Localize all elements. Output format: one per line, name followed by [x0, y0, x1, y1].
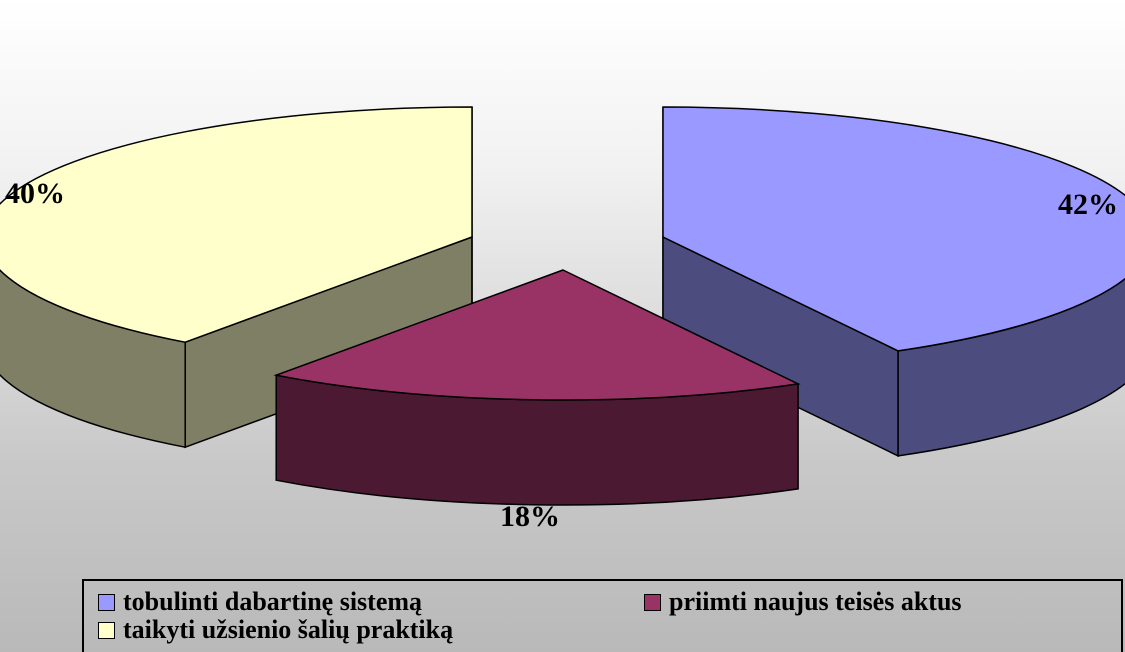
- slice-label-taikyti: 40%: [5, 177, 65, 210]
- chart-legend: tobulinti dabartinę sistemą priimti nauj…: [82, 579, 1123, 652]
- legend-label-priimti: priimti naujus teisės aktus: [669, 587, 962, 616]
- slice-taikyti: [0, 106, 473, 449]
- legend-item-taikyti: taikyti užsienio šalių praktiką: [98, 617, 453, 643]
- slice-label-tobulinti: 42%: [1058, 188, 1118, 221]
- legend-label-tobulinti: tobulinti dabartinę sistemą: [123, 587, 423, 616]
- legend-swatch-priimti: [644, 593, 661, 611]
- slice-label-priimti: 18%: [500, 500, 560, 533]
- slice-tobulinti: [662, 106, 1125, 458]
- legend-label-taikyti: taikyti užsienio šalių praktiką: [123, 615, 454, 644]
- legend-item-tobulinti: tobulinti dabartinę sistemą: [98, 589, 422, 615]
- slice-priimti: [273, 269, 801, 506]
- slice-top-taikyti: [0, 106, 473, 343]
- legend-swatch-tobulinti: [98, 593, 115, 611]
- legend-swatch-taikyti: [98, 621, 115, 639]
- legend-item-priimti: priimti naujus teisės aktus: [644, 589, 962, 615]
- slice-top-tobulinti: [662, 106, 1125, 352]
- pie-plot-area: 42% 18% 40%: [0, 106, 1125, 533]
- slice-top-priimti: [273, 269, 801, 401]
